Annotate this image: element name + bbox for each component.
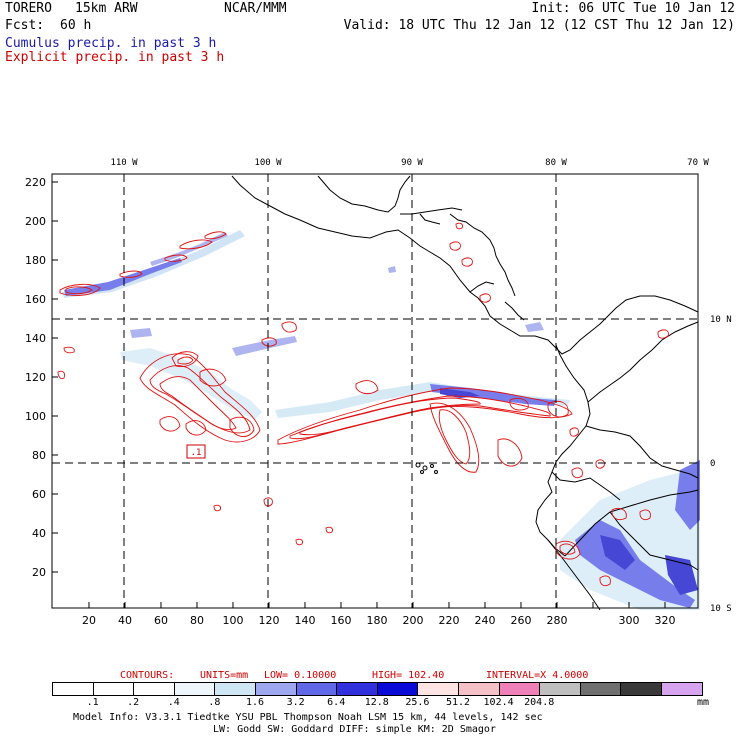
lat-label-10s: 10 S [710, 604, 732, 614]
contour-high: HIGH= 102.40 [372, 670, 445, 681]
colorbar-swatch [376, 682, 419, 696]
colorbar-swatch [620, 682, 662, 696]
lat-lon-grid [52, 174, 698, 608]
colorbar-label: .4 [167, 697, 180, 708]
colorbar-label: 51.2 [445, 697, 471, 708]
contour-low: LOW= 0.10000 [264, 670, 337, 681]
colorbar-swatch [133, 682, 175, 696]
x-tick-label: 40 [118, 614, 132, 627]
y-tick-label: 100 [25, 410, 46, 423]
colorbar-swatch [52, 682, 94, 696]
x-tick-label: 120 [259, 614, 280, 627]
x-tick-label: 240 [475, 614, 496, 627]
x-axis-labels: 20 40 60 80 100 120 140 160 180 200 220 … [82, 614, 676, 627]
colorbar-swatch [417, 682, 459, 696]
lon-label-90w: 90 W [401, 158, 423, 168]
colorbar-unit: mm [697, 697, 710, 708]
y-tick-label: 140 [25, 332, 46, 345]
y-tick-label: 180 [25, 254, 46, 267]
colorbar-label: 102.4 [483, 697, 514, 708]
forecast-label: Fcst: [5, 18, 45, 33]
model-name: TORERO [5, 1, 52, 16]
x-tick-label: 20 [82, 614, 96, 627]
model-resolution: 15km ARW [75, 1, 138, 16]
lon-label-70w: 70 W [687, 158, 709, 168]
colorbar-label: .2 [127, 697, 140, 708]
x-tick-label: 220 [439, 614, 460, 627]
colorbar-swatch [173, 682, 216, 696]
colorbar-label: 25.6 [405, 697, 430, 708]
colorbar-label: .1 [86, 697, 99, 708]
x-tick-label: 60 [154, 614, 168, 627]
y-tick-label: 60 [32, 488, 46, 501]
x-tick-label: 100 [223, 614, 244, 627]
contour-label-value: .1 [191, 448, 202, 458]
y-tick-label: 200 [25, 215, 46, 228]
colorbar-swatch [92, 682, 135, 696]
footer-physics-info: LW: Godd SW: Goddard DIFF: simple KM: 2D… [213, 724, 496, 735]
contour-units: UNITS=mm [200, 670, 249, 681]
legend-cumulus: Cumulus precip. in past 3 h [5, 36, 217, 51]
y-tick-label: 120 [25, 371, 46, 384]
colorbar-swatch [255, 682, 297, 696]
organization: NCAR/MMM [224, 1, 287, 16]
colorbar-swatch [295, 682, 338, 696]
colorbar-label: 12.8 [364, 697, 389, 708]
map-frame [51, 173, 699, 609]
colorbar-label: 6.4 [327, 697, 346, 708]
y-tick-label: 80 [32, 449, 46, 462]
explicit-precip-contours [57, 222, 669, 587]
x-tick-label: 320 [655, 614, 676, 627]
x-tick-label: 160 [331, 614, 352, 627]
contours-label: CONTOURS: [120, 670, 175, 681]
footer-model-info: Model Info: V3.3.1 Tiedtke YSU PBL Thomp… [73, 712, 543, 723]
legend-explicit: Explicit precip. in past 3 h [5, 50, 225, 65]
y-axis-ticks [52, 181, 58, 573]
contour-interval: INTERVAL=X 4.0000 [486, 670, 589, 681]
x-tick-label: 200 [403, 614, 424, 627]
y-tick-label: 40 [32, 527, 46, 540]
colorbar-swatch [336, 682, 378, 696]
lat-label-10n: 10 N [710, 315, 732, 325]
colorbar-swatch [458, 682, 500, 696]
x-tick-label: 280 [547, 614, 568, 627]
y-tick-label: 220 [25, 176, 46, 189]
lat-label-0: 0 [710, 459, 715, 469]
colorbar-swatch [214, 682, 256, 696]
y-tick-label: 160 [25, 293, 46, 306]
lon-label-110w: 110 W [110, 158, 138, 168]
valid-time: Valid: 18 UTC Thu 12 Jan 12 (12 CST Thu … [343, 18, 735, 33]
y-tick-label: 20 [32, 566, 46, 579]
contour-label-box [186, 444, 206, 459]
lon-label-100w: 100 W [254, 158, 282, 168]
colorbar-label: 204.8 [524, 697, 555, 708]
x-tick-label: 140 [295, 614, 316, 627]
colorbar-label: 3.2 [286, 697, 305, 708]
colorbar-swatch [579, 682, 622, 696]
coastlines [231, 175, 699, 611]
colorbar-label: 1.6 [245, 697, 265, 708]
init-time: Init: 06 UTC Tue 10 Jan 12 [531, 1, 736, 16]
y-axis-labels: 220 200 180 160 140 120 100 80 60 40 20 [25, 176, 46, 579]
colorbar-swatch [539, 682, 581, 696]
x-tick-label: 80 [190, 614, 204, 627]
x-tick-label: 180 [367, 614, 388, 627]
x-tick-label: 260 [511, 614, 532, 627]
colorbar-swatch [661, 682, 703, 696]
colorbar-swatch [498, 682, 541, 696]
x-tick-label: 300 [619, 614, 640, 627]
forecast-hours: 60 h [60, 18, 92, 33]
colorbar-label: .8 [208, 697, 221, 708]
x-axis-ticks [88, 602, 666, 608]
lon-label-80w: 80 W [545, 158, 567, 168]
